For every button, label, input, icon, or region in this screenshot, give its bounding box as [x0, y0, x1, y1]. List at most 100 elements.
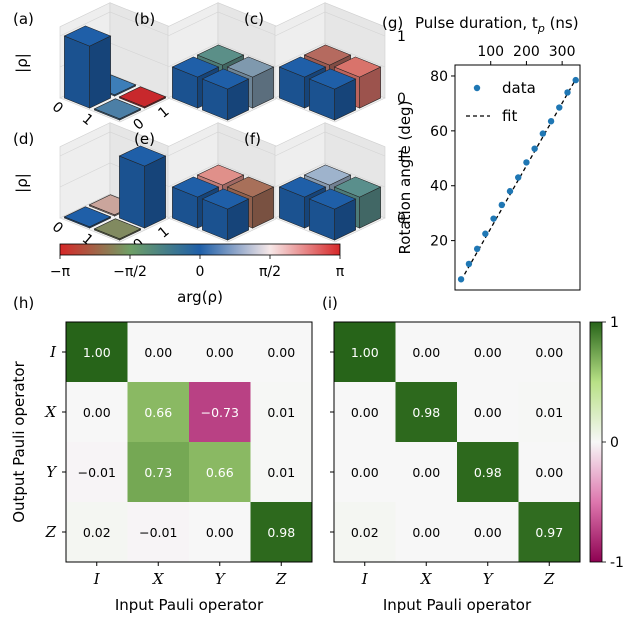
heatmap-cell: [518, 502, 581, 563]
data-point: [572, 76, 579, 84]
wall-gridline: [274, 131, 386, 157]
wall-gridline: [274, 42, 386, 68]
cell-value: 0.66: [206, 465, 234, 480]
wall-gridline: [59, 11, 171, 37]
z-tick: 1: [397, 149, 406, 165]
bar-top-face: [308, 188, 357, 210]
heatmap-cell: [189, 322, 251, 383]
cell-value: 0.00: [351, 465, 379, 480]
cell-value: 0.00: [144, 345, 172, 360]
z-tick: 0: [397, 91, 406, 107]
heatmap-cell: [395, 382, 458, 443]
data-point: [564, 89, 571, 96]
data-point: [465, 260, 473, 268]
y-tick-label: 60: [430, 124, 448, 140]
data-point: [547, 118, 555, 125]
heatmap-cell: [250, 322, 313, 383]
bar-top-face: [118, 86, 167, 108]
data-point: [523, 159, 530, 166]
data-point: [556, 104, 563, 111]
heatmap-cell: [127, 442, 190, 503]
heatmap-cell: [189, 382, 251, 443]
cbar2-tick-label: 0: [610, 435, 619, 451]
y-axis-label: Rotation angle (deg): [396, 101, 414, 255]
bar-top-face: [226, 56, 275, 78]
data-point: [490, 215, 497, 222]
z-tick: 1: [397, 29, 406, 45]
heatmap-cell: [334, 442, 396, 503]
cell-value: 0.66: [144, 405, 172, 420]
bar-front-face: [89, 35, 111, 109]
x-tick-label: I: [93, 570, 101, 588]
bar-top-face: [93, 218, 142, 240]
cell-value: 0.00: [351, 405, 379, 420]
x-tick-label: Y: [483, 570, 495, 588]
row-tick: 1: [79, 111, 96, 129]
phase-colorbar-bar: [59, 243, 341, 256]
heatmap-frame: [65, 321, 313, 563]
top-x-tick-label: 200: [513, 44, 540, 60]
heatmap-cell: [127, 322, 190, 383]
heatmap-cell: [518, 442, 581, 503]
data-point: [498, 201, 505, 209]
y-tick-label: Y: [46, 463, 58, 481]
bar-top-face: [201, 68, 250, 90]
wall-gridline: [274, 162, 386, 188]
wall-gridline: [59, 131, 171, 157]
heatmap-cell: [127, 382, 190, 443]
y-tick-label: 20: [430, 234, 448, 250]
bar-top-face: [63, 25, 112, 47]
ptm-heatmap-i: 1.00 0.00 0.00 0.00 0.00 0.98 0.00 0.01 0.00 0.00…: [322, 294, 581, 614]
top-x-axis-label: Pulse duration, tp (ns): [415, 14, 579, 35]
heatmap-cell: [334, 382, 396, 443]
y-tick-label: I: [49, 343, 57, 361]
cell-value: 0.00: [412, 465, 440, 480]
y-tick-label: X: [44, 403, 57, 421]
col-tick: 1: [155, 104, 172, 122]
heatmap-cell: [250, 442, 313, 503]
bar-top-face: [278, 56, 327, 78]
wall-gridline: [167, 11, 279, 37]
density-matrix-panels: (a)|ρ|010110(b)(c)10(d)|ρ|010110(e)(f)10: [13, 2, 406, 254]
bar-top-face: [118, 145, 167, 167]
cell-value: 0.01: [535, 405, 563, 420]
cell-value: −0.73: [201, 405, 239, 420]
heatmap-cell: [127, 502, 190, 563]
bar-top-face: [93, 98, 142, 120]
panel-label: (b): [134, 10, 155, 28]
data-point: [482, 230, 489, 237]
heatmap-cell: [334, 502, 396, 563]
wall-gridline: [274, 11, 386, 37]
bar-top-face: [171, 56, 220, 78]
top-x-axis-label-unit: (ns): [545, 14, 579, 32]
row-tick: 0: [49, 99, 66, 117]
top-x-tick-label: 100: [477, 44, 504, 60]
top-x-axis-label-sub: p: [537, 22, 545, 35]
bar-side-face: [119, 155, 145, 229]
wall-gridline: [167, 131, 279, 157]
y-tick-label: 80: [430, 69, 448, 85]
y-tick-label: 40: [430, 179, 448, 195]
cell-value: 1.00: [83, 345, 111, 360]
legend-data-marker: [473, 84, 481, 92]
bar-top-face: [303, 164, 352, 186]
x-tick-label: Z: [275, 570, 287, 588]
panel-label: (a): [13, 10, 34, 28]
bar-top-face: [333, 56, 382, 78]
cell-value: 0.73: [144, 465, 172, 480]
heatmap-cell: [457, 382, 519, 443]
cell-value: −0.01: [139, 525, 177, 540]
heatmap-cell: [250, 382, 313, 443]
x-tick-label: Z: [543, 570, 555, 588]
top-x-axis-label-main: Pulse duration, t: [415, 14, 538, 32]
bar3d-panel-0: (a)|ρ|010110: [13, 2, 191, 134]
cell-value: 1.00: [351, 345, 379, 360]
cbar2-tick-label: -1: [610, 555, 624, 571]
data-point: [473, 245, 481, 253]
bar-top-face: [278, 176, 327, 198]
cell-value: 0.98: [474, 465, 502, 480]
bar-side-face: [64, 35, 90, 109]
panel-label: (c): [244, 10, 264, 28]
bar3d-panel-4: (e): [134, 122, 279, 243]
